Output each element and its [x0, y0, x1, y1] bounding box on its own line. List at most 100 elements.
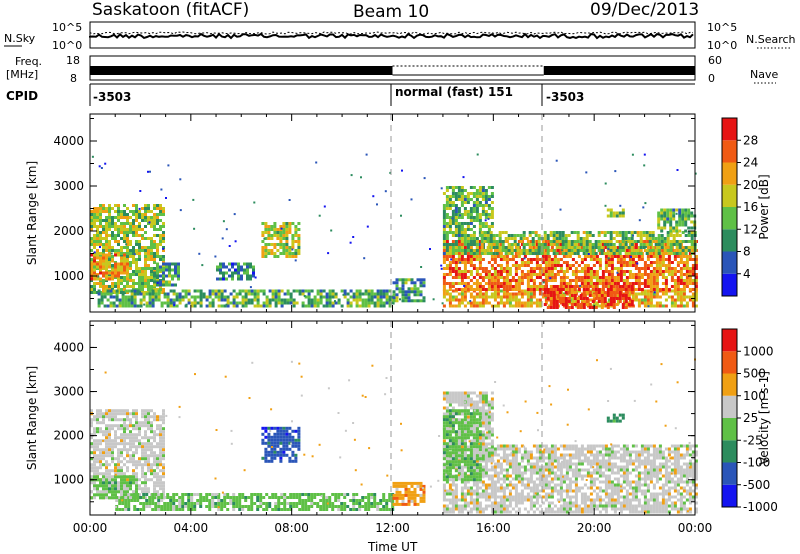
range-cell	[135, 460, 138, 464]
range-cell	[264, 459, 268, 463]
range-cell	[132, 234, 135, 237]
range-cell	[117, 262, 120, 266]
range-cell	[652, 282, 656, 285]
range-cell	[691, 304, 695, 308]
range-cell	[690, 231, 694, 234]
range-cell	[129, 222, 132, 225]
range-cell	[564, 291, 568, 294]
range-cell	[96, 277, 99, 281]
range-cell	[422, 281, 426, 285]
range-cell	[489, 252, 493, 255]
range-cell	[250, 508, 254, 511]
range-cell	[673, 255, 677, 258]
range-cell	[598, 258, 602, 261]
range-cell	[457, 198, 461, 201]
range-cell	[561, 252, 565, 255]
range-cell	[445, 189, 449, 192]
range-cell	[114, 463, 117, 467]
range-cell	[538, 301, 542, 305]
range-cell	[567, 297, 571, 300]
range-cell	[319, 499, 323, 502]
range-cell	[185, 303, 188, 306]
range-cell	[478, 295, 482, 299]
range-cell	[105, 231, 108, 234]
range-cell	[249, 277, 252, 281]
range-cell	[621, 285, 625, 288]
range-cell	[126, 252, 129, 255]
range-cell	[96, 231, 99, 234]
range-cell	[567, 306, 571, 309]
range-cell	[612, 237, 616, 240]
range-cell	[594, 240, 598, 243]
range-cell	[120, 469, 123, 473]
range-cell	[469, 192, 473, 195]
range-cell	[496, 270, 500, 273]
range-cell	[685, 267, 689, 270]
range-cell	[117, 463, 120, 467]
range-cell	[663, 217, 667, 221]
range-cell	[419, 281, 423, 285]
range-cell	[288, 249, 292, 252]
range-cell	[619, 276, 623, 279]
range-cell	[618, 297, 622, 300]
range-cell	[597, 246, 601, 249]
range-cell	[513, 240, 517, 243]
range-cell	[114, 265, 117, 269]
range-cell	[508, 282, 512, 285]
range-cell	[663, 220, 667, 224]
range-cell	[96, 256, 99, 260]
range-cell	[172, 289, 176, 293]
range-cell	[93, 460, 96, 464]
range-cell	[127, 289, 131, 293]
range-cell	[252, 265, 255, 269]
range-cell	[484, 195, 488, 198]
range-cell	[102, 207, 105, 210]
range-cell	[297, 240, 301, 243]
range-cell	[129, 252, 132, 255]
range-cell	[211, 292, 215, 296]
range-cell	[619, 264, 623, 267]
range-cell	[401, 293, 405, 297]
range-cell	[658, 267, 662, 270]
range-cell	[520, 295, 524, 299]
range-cell	[256, 505, 260, 508]
range-cell	[622, 261, 626, 264]
range-cell	[132, 273, 135, 276]
range-cell	[642, 243, 646, 246]
range-cell	[528, 243, 532, 246]
range-cell	[114, 484, 117, 488]
range-cell	[552, 303, 556, 306]
range-cell	[111, 460, 114, 464]
range-cell	[652, 285, 656, 288]
range-cell	[373, 496, 377, 499]
range-cell	[156, 228, 159, 231]
range-cell	[114, 282, 117, 285]
range-cell	[448, 295, 452, 299]
range-cell	[454, 195, 458, 198]
range-cell	[457, 237, 461, 240]
range-cell	[451, 189, 455, 192]
range-cell	[136, 499, 140, 502]
range-cell	[99, 252, 102, 255]
range-cell	[144, 282, 147, 285]
range-cell	[114, 493, 117, 497]
range-cell	[222, 271, 225, 275]
range-cell	[580, 246, 584, 249]
range-cell	[159, 237, 162, 240]
range-cell	[99, 213, 102, 216]
range-cell	[591, 246, 595, 249]
range-cell	[445, 234, 449, 237]
range-cell	[133, 292, 137, 296]
range-cell	[385, 301, 389, 305]
range-cell	[115, 496, 119, 499]
range-cell	[562, 276, 566, 279]
range-cell	[522, 249, 526, 252]
range-cell	[138, 246, 141, 249]
range-cell	[111, 277, 114, 281]
range-cell	[669, 211, 673, 215]
range-cell	[588, 246, 592, 249]
range-cell	[466, 301, 470, 305]
range-cell	[401, 169, 403, 172]
range-cell	[349, 304, 353, 308]
range-cell	[630, 243, 634, 246]
